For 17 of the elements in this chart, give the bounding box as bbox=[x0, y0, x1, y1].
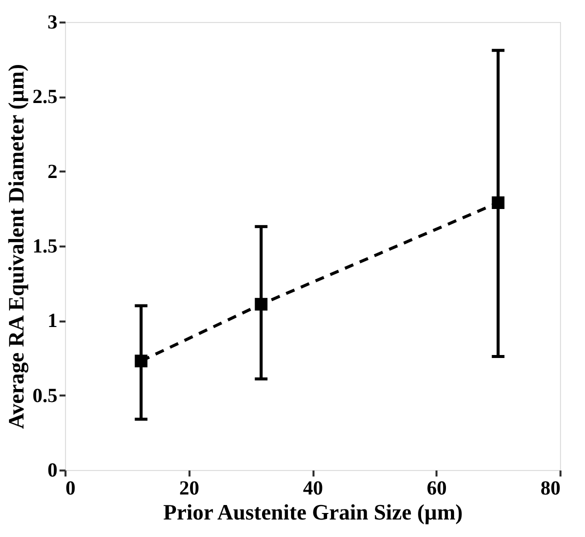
y-tick-label: 0 bbox=[48, 460, 58, 482]
point bbox=[492, 196, 504, 210]
x-tick-label: 80 bbox=[540, 478, 560, 500]
x-tick-label: 60 bbox=[426, 478, 447, 500]
y-tick-label: 1.5 bbox=[32, 236, 58, 258]
y-axis-title: Average RA Equivalent Diameter (µm) bbox=[4, 64, 28, 430]
x-tick-label: 40 bbox=[303, 478, 323, 500]
y-tick-label: 1 bbox=[48, 310, 58, 332]
y-tick-label: 2 bbox=[48, 160, 58, 183]
y-tick-label: 0.5 bbox=[32, 384, 58, 407]
x-axis-title: Prior Austenite Grain Size (µm) bbox=[163, 500, 463, 524]
y-tick-label: 3 bbox=[48, 12, 58, 34]
point bbox=[254, 298, 268, 311]
x-tick-label: 20 bbox=[179, 478, 200, 500]
point bbox=[134, 354, 148, 368]
y-tick-label: 2.5 bbox=[32, 86, 58, 108]
x-tick-label: 0 bbox=[66, 478, 76, 500]
